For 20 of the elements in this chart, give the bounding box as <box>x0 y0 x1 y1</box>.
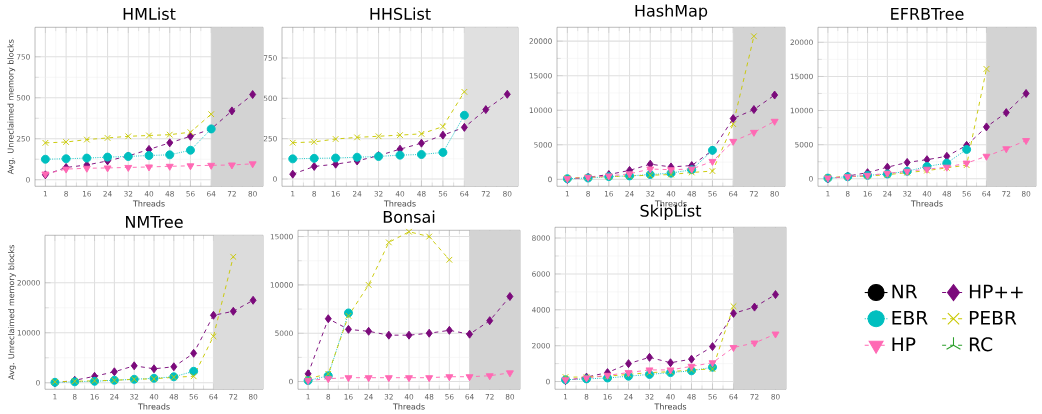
y-axis-title: Avg. Unreclaimed memory blocks <box>7 39 16 175</box>
legend-label: EBR <box>892 311 928 325</box>
x-axis-title: Threads <box>137 403 170 410</box>
chart-title: HMList <box>123 7 176 20</box>
legend-label: HP <box>892 337 916 352</box>
chart-title: HHSList <box>370 7 431 20</box>
legend-label: NR <box>892 284 918 299</box>
legend-label: RC <box>969 337 993 352</box>
x-axis-title: Threads <box>392 403 425 410</box>
chart-title: NMTree <box>126 216 183 228</box>
chart-title: HashMap <box>635 4 708 20</box>
x-axis-title: Threads <box>132 200 165 207</box>
x-axis-title: Threads <box>654 403 687 410</box>
y-axis-title: Avg. Unreclaimed memory blocks <box>8 245 16 380</box>
chart-title: EFRBTree <box>891 8 964 20</box>
x-axis-title: Threads <box>383 200 416 207</box>
legend-label: PEBR <box>969 311 1017 325</box>
chart-title: Bonsai <box>383 210 435 223</box>
x-axis-title: Threads <box>910 200 943 207</box>
legend-label: HP++ <box>969 284 1023 299</box>
